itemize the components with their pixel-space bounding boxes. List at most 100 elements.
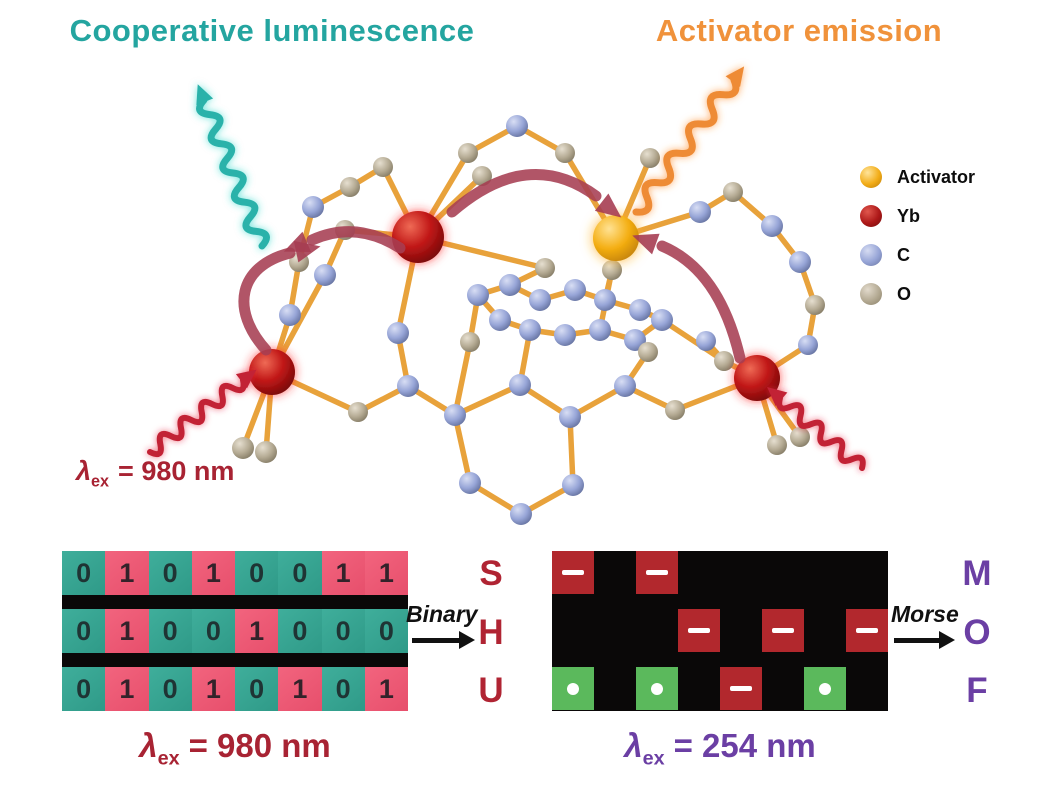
binary-cell: 0: [148, 551, 192, 595]
excitation-value: = 980 nm: [188, 727, 331, 764]
binary-cell: 0: [62, 551, 106, 595]
energy-arrow-head: [293, 240, 321, 263]
morse-cell-empty: [804, 551, 846, 594]
atom-C: [314, 264, 336, 286]
energy-arrow: [446, 168, 602, 218]
morse-cell-dash: [636, 551, 678, 594]
atom-O: [255, 441, 277, 463]
morse-cell-empty: [762, 667, 804, 710]
binary-cell: 1: [235, 609, 279, 653]
decoded-letter-f: F: [966, 671, 988, 710]
excitation-label-morse: λex = 254 nm: [552, 727, 888, 771]
dot-icon: [819, 682, 831, 695]
morse-cell-empty: [720, 609, 762, 652]
atom-C: [629, 299, 651, 321]
legend-item-activator: Activator: [860, 166, 975, 188]
morse-cell-dot: [804, 667, 846, 710]
atom-C: [594, 289, 616, 311]
dot-icon: [651, 682, 663, 695]
excitation-arrow-left: [147, 369, 257, 458]
morse-conversion-label: Morse: [891, 601, 959, 627]
atom-C: [387, 322, 409, 344]
dash-icon: [730, 686, 752, 691]
binary-cell: 0: [148, 667, 192, 711]
morse-cell-dash: [720, 667, 762, 710]
atom-O: [767, 435, 787, 455]
activator-emission-title: Activator emission: [655, 13, 943, 48]
lambda-subscript: ex: [157, 747, 180, 770]
morse-cell-dash: [552, 551, 594, 594]
activator-ball-icon: [860, 166, 882, 188]
binary-cell: 1: [105, 667, 149, 711]
atom-C: [459, 472, 481, 494]
binary-cell: 0: [62, 609, 106, 653]
energy-arrow: [656, 240, 746, 364]
morse-cell-empty: [636, 609, 678, 652]
atom-O: [602, 260, 622, 280]
atom-O: [665, 400, 685, 420]
dash-icon: [646, 570, 668, 575]
atom-C: [302, 196, 324, 218]
energy-arrow-head: [632, 233, 660, 255]
atom-legend: Activator Yb C O: [860, 166, 975, 322]
cooperative-luminescence-arrow: [196, 84, 270, 250]
decoded-letter-u: U: [478, 671, 504, 710]
morse-cell-empty: [846, 551, 888, 594]
atom-C: [614, 375, 636, 397]
dash-icon: [856, 628, 878, 633]
atom-O: [723, 182, 743, 202]
binary-cell: 1: [191, 551, 235, 595]
atom-O: [232, 437, 254, 459]
morse-cell-empty: [804, 609, 846, 652]
atom-Yb: [249, 349, 295, 395]
atom-O: [805, 295, 825, 315]
atom-Act: [593, 215, 639, 261]
morse-cell-empty: [720, 551, 762, 594]
decoded-letter-o: O: [963, 613, 991, 652]
excitation-value: = 254 nm: [673, 727, 816, 764]
excitation-value: = 980 nm: [118, 456, 235, 486]
atom-C: [519, 319, 541, 341]
atom-O: [790, 427, 810, 447]
morse-cell-dash: [678, 609, 720, 652]
lambda-subscript: ex: [91, 472, 110, 491]
binary-conversion-label: Binary: [406, 601, 478, 627]
atom-C: [798, 335, 818, 355]
binary-cell: 1: [105, 609, 149, 653]
binary-cell: 0: [235, 551, 279, 595]
atom-C: [696, 331, 716, 351]
binary-cell: 1: [105, 551, 149, 595]
binary-cell: 1: [191, 667, 235, 711]
atom-C: [510, 503, 532, 525]
atom-C: [509, 374, 531, 396]
atom-C: [506, 115, 528, 137]
dash-icon: [688, 628, 710, 633]
atom-O: [640, 148, 660, 168]
molecule-atoms: [232, 115, 825, 525]
bond: [452, 412, 473, 486]
binary-cell: 0: [148, 609, 192, 653]
decoded-letter-m: M: [962, 554, 992, 593]
bond: [452, 382, 523, 418]
atom-C: [689, 201, 711, 223]
morse-cell-empty: [762, 551, 804, 594]
atom-C: [529, 289, 551, 311]
binary-cell: 0: [278, 551, 322, 595]
morse-cell-dash: [762, 609, 804, 652]
morse-cell-empty: [594, 551, 636, 594]
dash-icon: [772, 628, 794, 633]
atom-C: [761, 215, 783, 237]
lambda-symbol: λ: [139, 727, 158, 764]
binary-cell: 1: [364, 667, 408, 711]
atom-O: [460, 332, 480, 352]
atom-C: [467, 284, 489, 306]
morse-cell-empty: [846, 667, 888, 710]
morse-conversion-arrow: [894, 631, 955, 649]
atom-C: [279, 304, 301, 326]
atom-C: [564, 279, 586, 301]
energy-arrow-head: [594, 193, 622, 218]
atom-O: [340, 177, 360, 197]
